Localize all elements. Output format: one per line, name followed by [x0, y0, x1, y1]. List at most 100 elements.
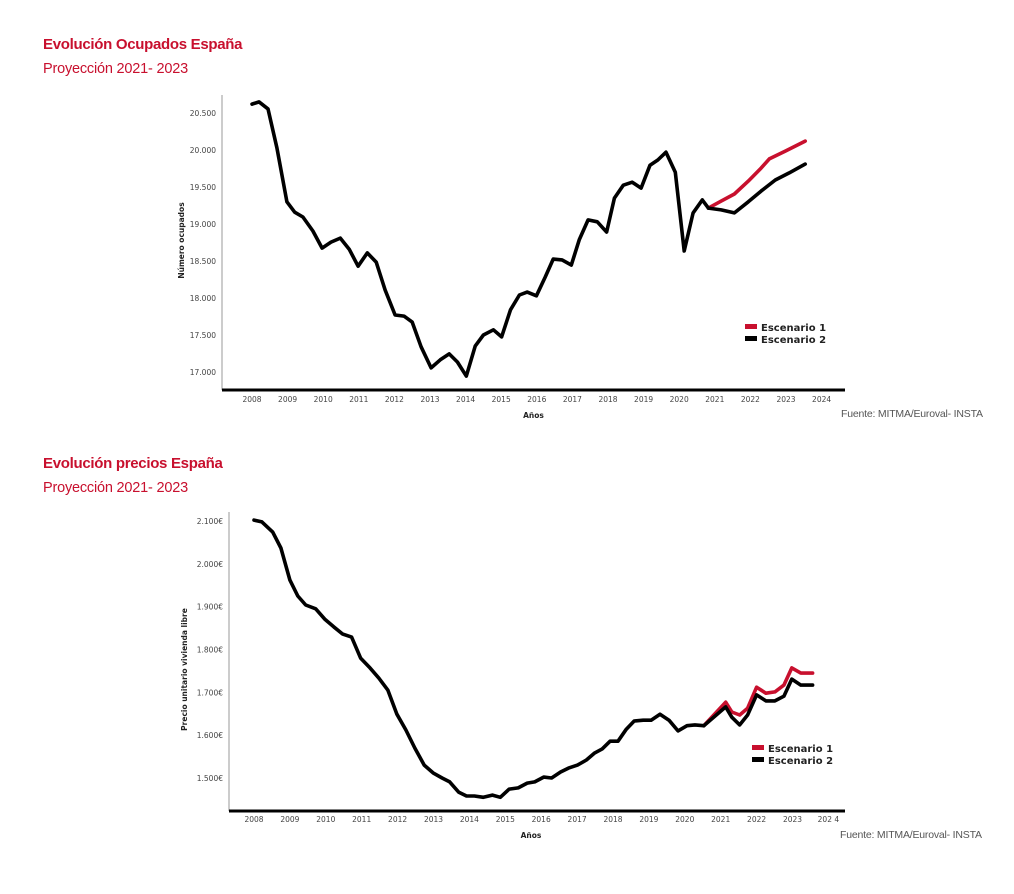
chart2-y-tick-label: 1.500€ [197, 774, 223, 783]
chart2-point-historico [559, 770, 562, 774]
chart1-point-historico [482, 333, 485, 337]
chart2-x-tick-label: 2009 [280, 815, 299, 824]
chart1-point-historico [448, 352, 451, 356]
chart1-point-escenario-2 [804, 162, 807, 166]
chart2-point-escenario-2 [799, 683, 802, 687]
chart1-y-tick-label: 18.000 [190, 294, 216, 303]
chart2-point-historico [542, 775, 545, 779]
chart1-point-escenario-1 [804, 139, 807, 143]
chart2-point-historico [440, 776, 444, 780]
chart1-point-historico [411, 320, 414, 324]
chart2-series-escenario-2 [701, 677, 815, 728]
chart1-point-historico [509, 308, 512, 312]
chart1-point-escenario-1 [733, 192, 736, 196]
chart2-point-historico [377, 676, 381, 680]
chart1-point-historico [465, 374, 468, 378]
chart2-point-escenario-1 [724, 700, 727, 704]
chart1-legend-label: Escenario 1 [761, 323, 826, 334]
chart2-point-historico [279, 546, 283, 550]
chart1-x-tick-label: 2014 [456, 395, 475, 404]
chart2-point-historico [567, 766, 570, 770]
chart2-point-historico [296, 594, 299, 598]
chart1-point-historico [551, 257, 555, 261]
chart1-point-historico [393, 313, 397, 317]
chart1-point-escenario-2 [759, 189, 763, 193]
chart2-point-escenario-2 [811, 683, 814, 687]
chart1-point-historico [648, 163, 652, 167]
chart1-y-tick-label: 20.500 [190, 109, 216, 118]
chart2-point-historico [517, 786, 520, 790]
chart1-point-escenario-2 [720, 208, 723, 212]
chart2-point-historico [641, 718, 645, 722]
chart1-point-escenario-2 [774, 178, 777, 182]
chart2-y-tick-label: 1.600€ [197, 731, 223, 740]
chart1-point-historico [674, 171, 677, 174]
chart1-point-historico [293, 210, 296, 214]
chart2-x-tick-label: 2012 [388, 815, 407, 824]
chart1-point-historico [535, 294, 538, 297]
chart2-x-tick-label: 2008 [244, 815, 263, 824]
chart1-point-historico [664, 151, 668, 154]
chart2-point-historico [473, 794, 476, 798]
chart1-point-historico [691, 211, 695, 215]
chart2-point-historico [422, 763, 426, 767]
chart1-point-historico [570, 263, 573, 267]
chart1-x-tick-label: 2013 [420, 395, 439, 404]
chart1-point-historico [285, 200, 289, 203]
chart1-x-tick-label: 2008 [242, 395, 261, 404]
chart2-point-historico [525, 781, 529, 785]
chart1-point-escenario-1 [759, 166, 763, 170]
chart1-point-escenario-1 [784, 149, 787, 153]
chart1-point-historico [586, 218, 590, 222]
chart1-x-tick-label: 2019 [634, 395, 653, 404]
chart1-y-tick-label: 19.000 [190, 220, 216, 229]
chart2-point-historico [332, 625, 335, 628]
chart2-point-historico [288, 578, 292, 582]
chart2-point-escenario-1 [773, 690, 777, 694]
chart2-x-tick-label: 2013 [424, 815, 443, 824]
chart1-point-escenario-1 [768, 157, 771, 161]
chart2-point-historico [252, 518, 256, 522]
chart2-point-escenario-2 [773, 699, 777, 703]
chart2-point-historico [341, 632, 344, 636]
chart2-x-tick-label: 2021 [711, 815, 730, 824]
chart1-y-axis-title: Número ocupados [177, 202, 186, 279]
chart1-x-tick-label: 2022 [741, 395, 760, 404]
chart2-x-tick-label: 2014 [460, 815, 479, 824]
chart2-point-historico [314, 607, 317, 611]
chart1-point-historico [631, 180, 634, 184]
chart1-x-tick-label: 2009 [278, 395, 297, 404]
chart1-point-historico [596, 220, 599, 223]
chart1-point-historico [492, 328, 495, 332]
chart1-subtitle: Proyección 2021- 2023 [43, 61, 188, 77]
chart2-x-tick-label: 2015 [496, 815, 515, 824]
chart2-point-historico [431, 771, 435, 775]
chart2-x-tick-label: 2022 [747, 815, 766, 824]
chart1-x-tick-label: 2017 [563, 395, 582, 404]
chart1-x-tick-label: 2024 [812, 395, 831, 404]
chart1-point-historico [439, 358, 442, 361]
chart1-point-historico [383, 288, 387, 292]
chart1-source: Fuente: MITMA/Euroval- INSTA [841, 408, 983, 420]
chart2-x-tick-label: 2016 [532, 815, 551, 824]
chart1-x-tick-label: 2012 [385, 395, 404, 404]
chart1-point-historico [329, 240, 333, 244]
chart2-point-escenario-1 [746, 706, 749, 710]
chart2-point-historico [491, 793, 494, 797]
chart1-point-historico [701, 198, 704, 202]
chart2-point-escenario-1 [764, 691, 768, 695]
chart1-point-escenario-2 [788, 171, 791, 175]
chart2-x-tick-label: 2019 [639, 815, 658, 824]
chart2-y-tick-label: 2.100€ [197, 517, 223, 526]
chart1-y-tick-label: 17.000 [190, 368, 216, 377]
chart2-series-escenario-1 [701, 666, 815, 728]
chart1-point-historico [366, 251, 369, 255]
chart2-point-escenario-1 [811, 671, 814, 675]
chart2-point-escenario-1 [790, 666, 793, 670]
chart2-point-escenario-2 [764, 699, 768, 703]
chart2-point-escenario-2 [755, 693, 758, 697]
chart1-x-tick-label: 2023 [776, 395, 795, 404]
chart1-point-historico [474, 344, 477, 348]
chart2-title: Evolución precios España [43, 455, 223, 472]
chart1-y-tick-label: 20.000 [190, 146, 216, 155]
